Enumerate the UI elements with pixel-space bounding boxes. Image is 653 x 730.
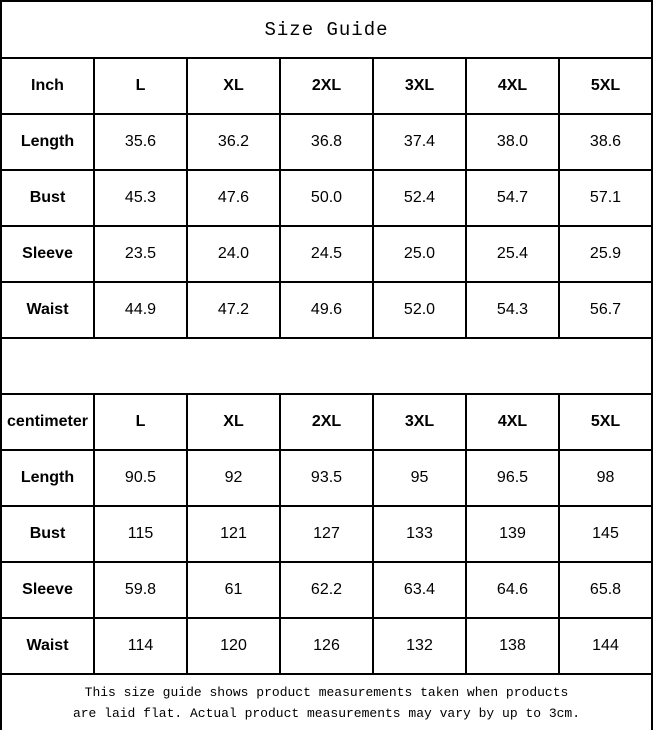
size-value: 47.2 bbox=[186, 281, 281, 339]
size-value: 25.4 bbox=[465, 225, 560, 283]
size-value: 126 bbox=[279, 617, 374, 675]
table-row: Bust 45.3 47.6 50.0 52.4 54.7 57.1 bbox=[0, 169, 653, 227]
size-value: 138 bbox=[465, 617, 560, 675]
table-spacer bbox=[0, 337, 653, 395]
footer-note-line1: This size guide shows product measuremen… bbox=[84, 684, 569, 700]
size-value: 57.1 bbox=[558, 169, 653, 227]
size-value: 144 bbox=[558, 617, 653, 675]
size-value: 56.7 bbox=[558, 281, 653, 339]
size-value: 23.5 bbox=[93, 225, 188, 283]
size-value: 120 bbox=[186, 617, 281, 675]
table-row: Length 35.6 36.2 36.8 37.4 38.0 38.6 bbox=[0, 113, 653, 171]
size-value: 127 bbox=[279, 505, 374, 563]
row-label-waist: Waist bbox=[0, 617, 95, 675]
size-value: 54.7 bbox=[465, 169, 560, 227]
size-header: L bbox=[93, 393, 188, 451]
page-title: Size Guide bbox=[0, 0, 653, 59]
unit-header-centimeter: centimeter bbox=[0, 393, 95, 451]
row-label-length: Length bbox=[0, 449, 95, 507]
unit-header-inch: Inch bbox=[0, 57, 95, 115]
table-row: Waist 44.9 47.2 49.6 52.0 54.3 56.7 bbox=[0, 281, 653, 339]
size-value: 92 bbox=[186, 449, 281, 507]
size-header: 5XL bbox=[558, 393, 653, 451]
size-value: 132 bbox=[372, 617, 467, 675]
size-value: 63.4 bbox=[372, 561, 467, 619]
row-label-waist: Waist bbox=[0, 281, 95, 339]
table-row: Sleeve 23.5 24.0 24.5 25.0 25.4 25.9 bbox=[0, 225, 653, 283]
size-value: 49.6 bbox=[279, 281, 374, 339]
size-value: 121 bbox=[186, 505, 281, 563]
size-value: 24.0 bbox=[186, 225, 281, 283]
size-value: 115 bbox=[93, 505, 188, 563]
table-row: Bust 115 121 127 133 139 145 bbox=[0, 505, 653, 563]
row-label-bust: Bust bbox=[0, 169, 95, 227]
size-value: 61 bbox=[186, 561, 281, 619]
row-label-length: Length bbox=[0, 113, 95, 171]
size-value: 24.5 bbox=[279, 225, 374, 283]
footer-note-line2: are laid flat. Actual product measuremen… bbox=[72, 705, 581, 721]
size-value: 96.5 bbox=[465, 449, 560, 507]
size-value: 36.8 bbox=[279, 113, 374, 171]
size-value: 37.4 bbox=[372, 113, 467, 171]
size-value: 93.5 bbox=[279, 449, 374, 507]
size-value: 59.8 bbox=[93, 561, 188, 619]
size-header: L bbox=[93, 57, 188, 115]
size-value: 54.3 bbox=[465, 281, 560, 339]
size-header: XL bbox=[186, 57, 281, 115]
size-value: 52.4 bbox=[372, 169, 467, 227]
row-label-sleeve: Sleeve bbox=[0, 225, 95, 283]
size-value: 90.5 bbox=[93, 449, 188, 507]
inch-header-row: Inch L XL 2XL 3XL 4XL 5XL bbox=[0, 57, 653, 115]
size-value: 47.6 bbox=[186, 169, 281, 227]
size-value: 38.0 bbox=[465, 113, 560, 171]
table-row: Waist 114 120 126 132 138 144 bbox=[0, 617, 653, 675]
size-value: 45.3 bbox=[93, 169, 188, 227]
centimeter-header-row: centimeter L XL 2XL 3XL 4XL 5XL bbox=[0, 393, 653, 451]
size-value: 65.8 bbox=[558, 561, 653, 619]
table-row: Sleeve 59.8 61 62.2 63.4 64.6 65.8 bbox=[0, 561, 653, 619]
footer-note: This size guide shows product measuremen… bbox=[0, 673, 653, 730]
size-value: 25.9 bbox=[558, 225, 653, 283]
size-header: 4XL bbox=[465, 57, 560, 115]
size-header: 5XL bbox=[558, 57, 653, 115]
size-value: 62.2 bbox=[279, 561, 374, 619]
row-label-sleeve: Sleeve bbox=[0, 561, 95, 619]
size-value: 139 bbox=[465, 505, 560, 563]
size-value: 52.0 bbox=[372, 281, 467, 339]
size-value: 35.6 bbox=[93, 113, 188, 171]
size-value: 133 bbox=[372, 505, 467, 563]
size-value: 25.0 bbox=[372, 225, 467, 283]
size-value: 50.0 bbox=[279, 169, 374, 227]
size-header: 3XL bbox=[372, 57, 467, 115]
size-value: 44.9 bbox=[93, 281, 188, 339]
size-value: 145 bbox=[558, 505, 653, 563]
size-header: 2XL bbox=[279, 57, 374, 115]
size-value: 95 bbox=[372, 449, 467, 507]
size-value: 36.2 bbox=[186, 113, 281, 171]
size-header: 3XL bbox=[372, 393, 467, 451]
size-header: XL bbox=[186, 393, 281, 451]
size-header: 4XL bbox=[465, 393, 560, 451]
size-value: 114 bbox=[93, 617, 188, 675]
row-label-bust: Bust bbox=[0, 505, 95, 563]
table-row: Length 90.5 92 93.5 95 96.5 98 bbox=[0, 449, 653, 507]
size-value: 64.6 bbox=[465, 561, 560, 619]
size-value: 38.6 bbox=[558, 113, 653, 171]
size-header: 2XL bbox=[279, 393, 374, 451]
size-value: 98 bbox=[558, 449, 653, 507]
